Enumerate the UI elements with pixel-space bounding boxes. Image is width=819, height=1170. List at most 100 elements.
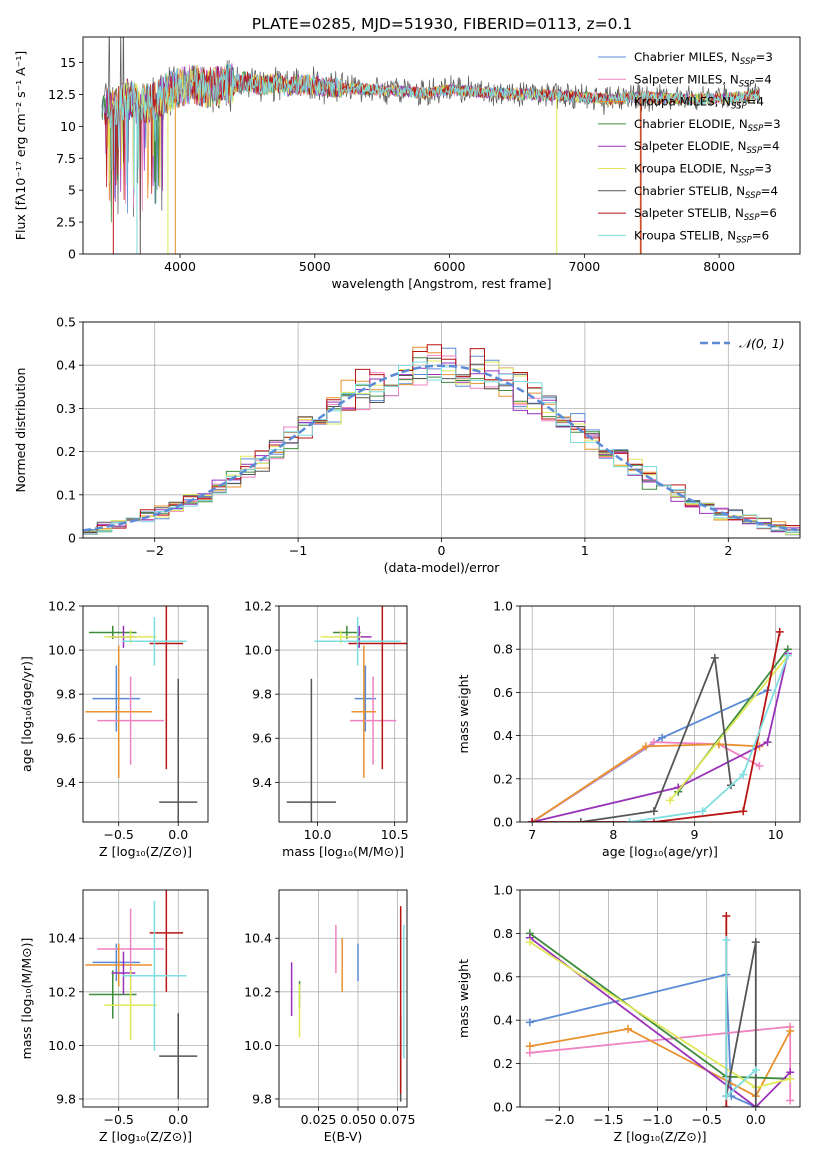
x-tick-label: 5000 <box>299 259 331 274</box>
weight-marker <box>658 733 667 742</box>
legend-label-sub: SSP <box>748 124 764 134</box>
legend-label-sub: SSP <box>745 191 761 201</box>
y-tick-label: 0.8 <box>493 642 513 657</box>
weight-marker <box>755 761 764 770</box>
y-tick-label: 0.3 <box>56 401 76 416</box>
weight-marker <box>666 796 675 805</box>
y-tick-label: 0.5 <box>56 315 76 330</box>
legend-label-suffix: =3 <box>763 117 780 131</box>
x-axis-label: wavelength [Angstrom, rest frame] <box>331 276 551 291</box>
weight-marker <box>739 807 748 816</box>
y-tick-label: 0.6 <box>493 969 513 984</box>
weight-line-7 <box>532 631 781 822</box>
y-tick-label: 7.5 <box>56 151 76 166</box>
legend-label: Salpeter STELIB, NSSP=6 <box>634 206 777 223</box>
y-tick-label: 10.0 <box>48 643 76 658</box>
weight-marker <box>641 742 650 751</box>
weight-marker <box>525 938 534 947</box>
legend-label-suffix: =6 <box>752 228 769 242</box>
y-tick-label: 10.0 <box>244 643 272 658</box>
plot-area <box>286 606 407 822</box>
y-tick-label: 10.0 <box>244 1038 272 1053</box>
y-tick-label: 10.2 <box>48 599 76 614</box>
legend-label: 𝒩(0, 1) <box>739 336 785 351</box>
weight-marker <box>751 1103 760 1107</box>
weight-line-0 <box>529 973 757 1107</box>
x-axis-label: age [log₁₀(age/yr)] <box>602 844 718 859</box>
x-axis-label: E(B-V) <box>324 1129 363 1144</box>
y-tick-label: 10.0 <box>48 1038 76 1053</box>
x-axis-label: mass [log₁₀(M/M⊙)] <box>282 844 404 859</box>
y-tick-label: 0.4 <box>56 358 76 373</box>
plot-area <box>528 627 792 822</box>
weight-marker <box>722 1103 731 1107</box>
y-tick-label: 0.8 <box>493 926 513 941</box>
legend-label-suffix: =4 <box>747 95 764 109</box>
y-tick-label: 10 <box>60 119 76 134</box>
spectrum-line-7 <box>104 65 760 220</box>
x-tick-label: 2 <box>724 543 732 558</box>
x-tick-label: 1 <box>581 543 589 558</box>
weight-marker <box>763 738 772 747</box>
grid <box>520 889 800 1108</box>
y-axis-label: Normed distribution <box>13 368 28 493</box>
legend-label-name: Salpeter ELODIE, N <box>634 139 746 153</box>
x-tick-label: −0.5 <box>691 1112 721 1127</box>
x-tick-label: 0.0 <box>746 1112 766 1127</box>
panel-spectrum: 4000 5000 6000 7000 8000 0 2.5 5 7.5 10 12.5 15 wave… <box>13 36 801 291</box>
legend-label: Kroupa STELIB, NSSP=6 <box>634 228 769 245</box>
legend-label: Chabrier STELIB, NSSP=4 <box>634 184 778 201</box>
x-tick-label: 10.5 <box>381 827 409 842</box>
weight-marker <box>698 807 707 816</box>
y-tick-label: 0.4 <box>493 728 513 743</box>
legend-label-name: Kroupa STELIB, N <box>634 228 736 242</box>
gaussian-curve <box>83 364 798 532</box>
y-axis-label: mass weight <box>456 674 471 753</box>
x-axis-label: Z [log₁₀(Z/Z⊙)] <box>99 844 192 859</box>
weight-line-5 <box>669 655 789 801</box>
y-tick-label: 9.8 <box>252 1091 272 1106</box>
legend-label: Salpeter ELODIE, NSSP=4 <box>634 139 779 156</box>
y-tick-label: 1.0 <box>493 883 513 898</box>
y-axis-label: age [log₁₀(age/yr)] <box>19 656 34 772</box>
plot-area <box>85 890 198 1099</box>
weight-line-8 <box>629 655 789 822</box>
y-tick-label: 0.6 <box>493 685 513 700</box>
legend-label-sub: SSP <box>744 213 760 223</box>
legend-label-name: Kroupa ELODIE, N <box>634 162 739 176</box>
y-tick-label: 15 <box>60 55 76 70</box>
plot-area <box>101 37 760 254</box>
weight-line-0 <box>531 689 768 822</box>
y-axis-label: mass [log₁₀(M/M⊙)] <box>19 938 34 1060</box>
panel-weight_vs_age: 7 8 9 10 0.0 0.2 0.4 0.6 0.8 1.0 age [log₁₀(age/yr… <box>456 599 801 859</box>
panel-mass_vs_ebv: 0.025 0.050 0.075 9.8 10.0 10.2 10.4 E(B-V) <box>244 889 416 1144</box>
weight-line-1 <box>531 741 760 822</box>
x-tick-label: 8 <box>609 827 617 842</box>
legend-label: Salpeter MILES, NSSP=4 <box>634 72 772 89</box>
axes-frame <box>519 889 801 1108</box>
x-tick-label: 0.075 <box>380 1112 416 1127</box>
x-tick-label: 4000 <box>164 259 196 274</box>
x-tick-label: −0.5 <box>104 827 134 842</box>
x-tick-label: 10 <box>768 827 784 842</box>
panel-mass_vs_Z: −0.5 0.0 9.8 10.0 10.2 10.4 Z [log₁₀(Z/Z⊙)] mas… <box>19 889 209 1144</box>
y-tick-label: 0.1 <box>56 487 76 502</box>
grid <box>83 890 208 1107</box>
figure-title: PLATE=0285, MJD=51930, FIBERID=0113, z=0… <box>252 15 633 33</box>
y-tick-label: 0.4 <box>493 1013 513 1028</box>
legend-label-suffix: =6 <box>759 206 776 220</box>
weight-marker <box>775 627 784 636</box>
weight-marker <box>525 1042 534 1051</box>
y-tick-label: 0 <box>68 247 76 262</box>
x-tick-label: −1.5 <box>593 1112 623 1127</box>
y-tick-label: 0.2 <box>56 444 76 459</box>
y-tick-label: 9.8 <box>56 1091 76 1106</box>
y-tick-label: 1.0 <box>493 599 513 614</box>
weight-marker <box>525 1018 534 1027</box>
legend-label-name: Salpeter MILES, N <box>634 72 739 86</box>
x-tick-label: 6000 <box>434 259 466 274</box>
legend-label-sub: SSP <box>739 79 755 89</box>
y-tick-label: 9.8 <box>56 687 76 702</box>
weight-line-4 <box>531 653 789 822</box>
